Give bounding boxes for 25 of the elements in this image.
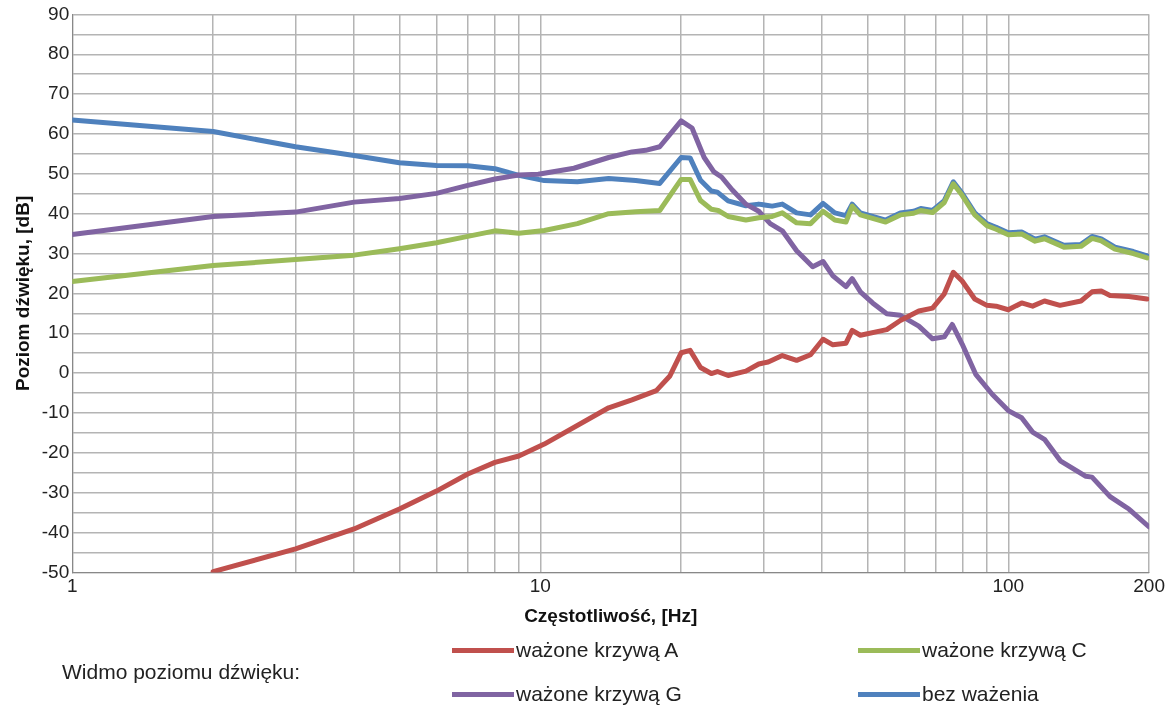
y-tick-label: -30 [41, 480, 70, 502]
y-tick-label: 30 [48, 241, 70, 263]
x-tick-label: 10 [529, 575, 551, 597]
legend-label: ważone krzywą G [516, 682, 682, 706]
y-tick-label: -10 [41, 401, 70, 423]
legend-label: ważone krzywą A [516, 638, 679, 662]
legend-label: bez ważenia [922, 682, 1039, 706]
x-tick-label: 100 [992, 575, 1025, 597]
y-tick-label: -20 [41, 441, 70, 463]
y-tick-label: 60 [48, 122, 70, 144]
y-axis-title: Poziom dźwięku, [dB] [11, 195, 33, 392]
y-tick-label: 90 [48, 2, 70, 24]
x-tick-label: 200 [1133, 575, 1165, 597]
y-tick-label: 10 [48, 321, 70, 343]
y-tick-label: 40 [48, 201, 70, 223]
y-tick-label: 50 [48, 162, 70, 184]
y-tick-label: -40 [41, 520, 70, 542]
y-tick-label: 70 [48, 82, 70, 104]
y-tick-label: 20 [48, 281, 70, 303]
y-tick-label: 0 [58, 361, 70, 383]
y-tick-label: 80 [48, 42, 70, 64]
legend-title: Widmo poziomu dźwięku: [62, 660, 301, 684]
x-axis-title: Częstotliwość, [Hz] [524, 604, 698, 626]
legend-label: ważone krzywą C [922, 638, 1087, 662]
y-tick-label: -50 [41, 560, 70, 582]
